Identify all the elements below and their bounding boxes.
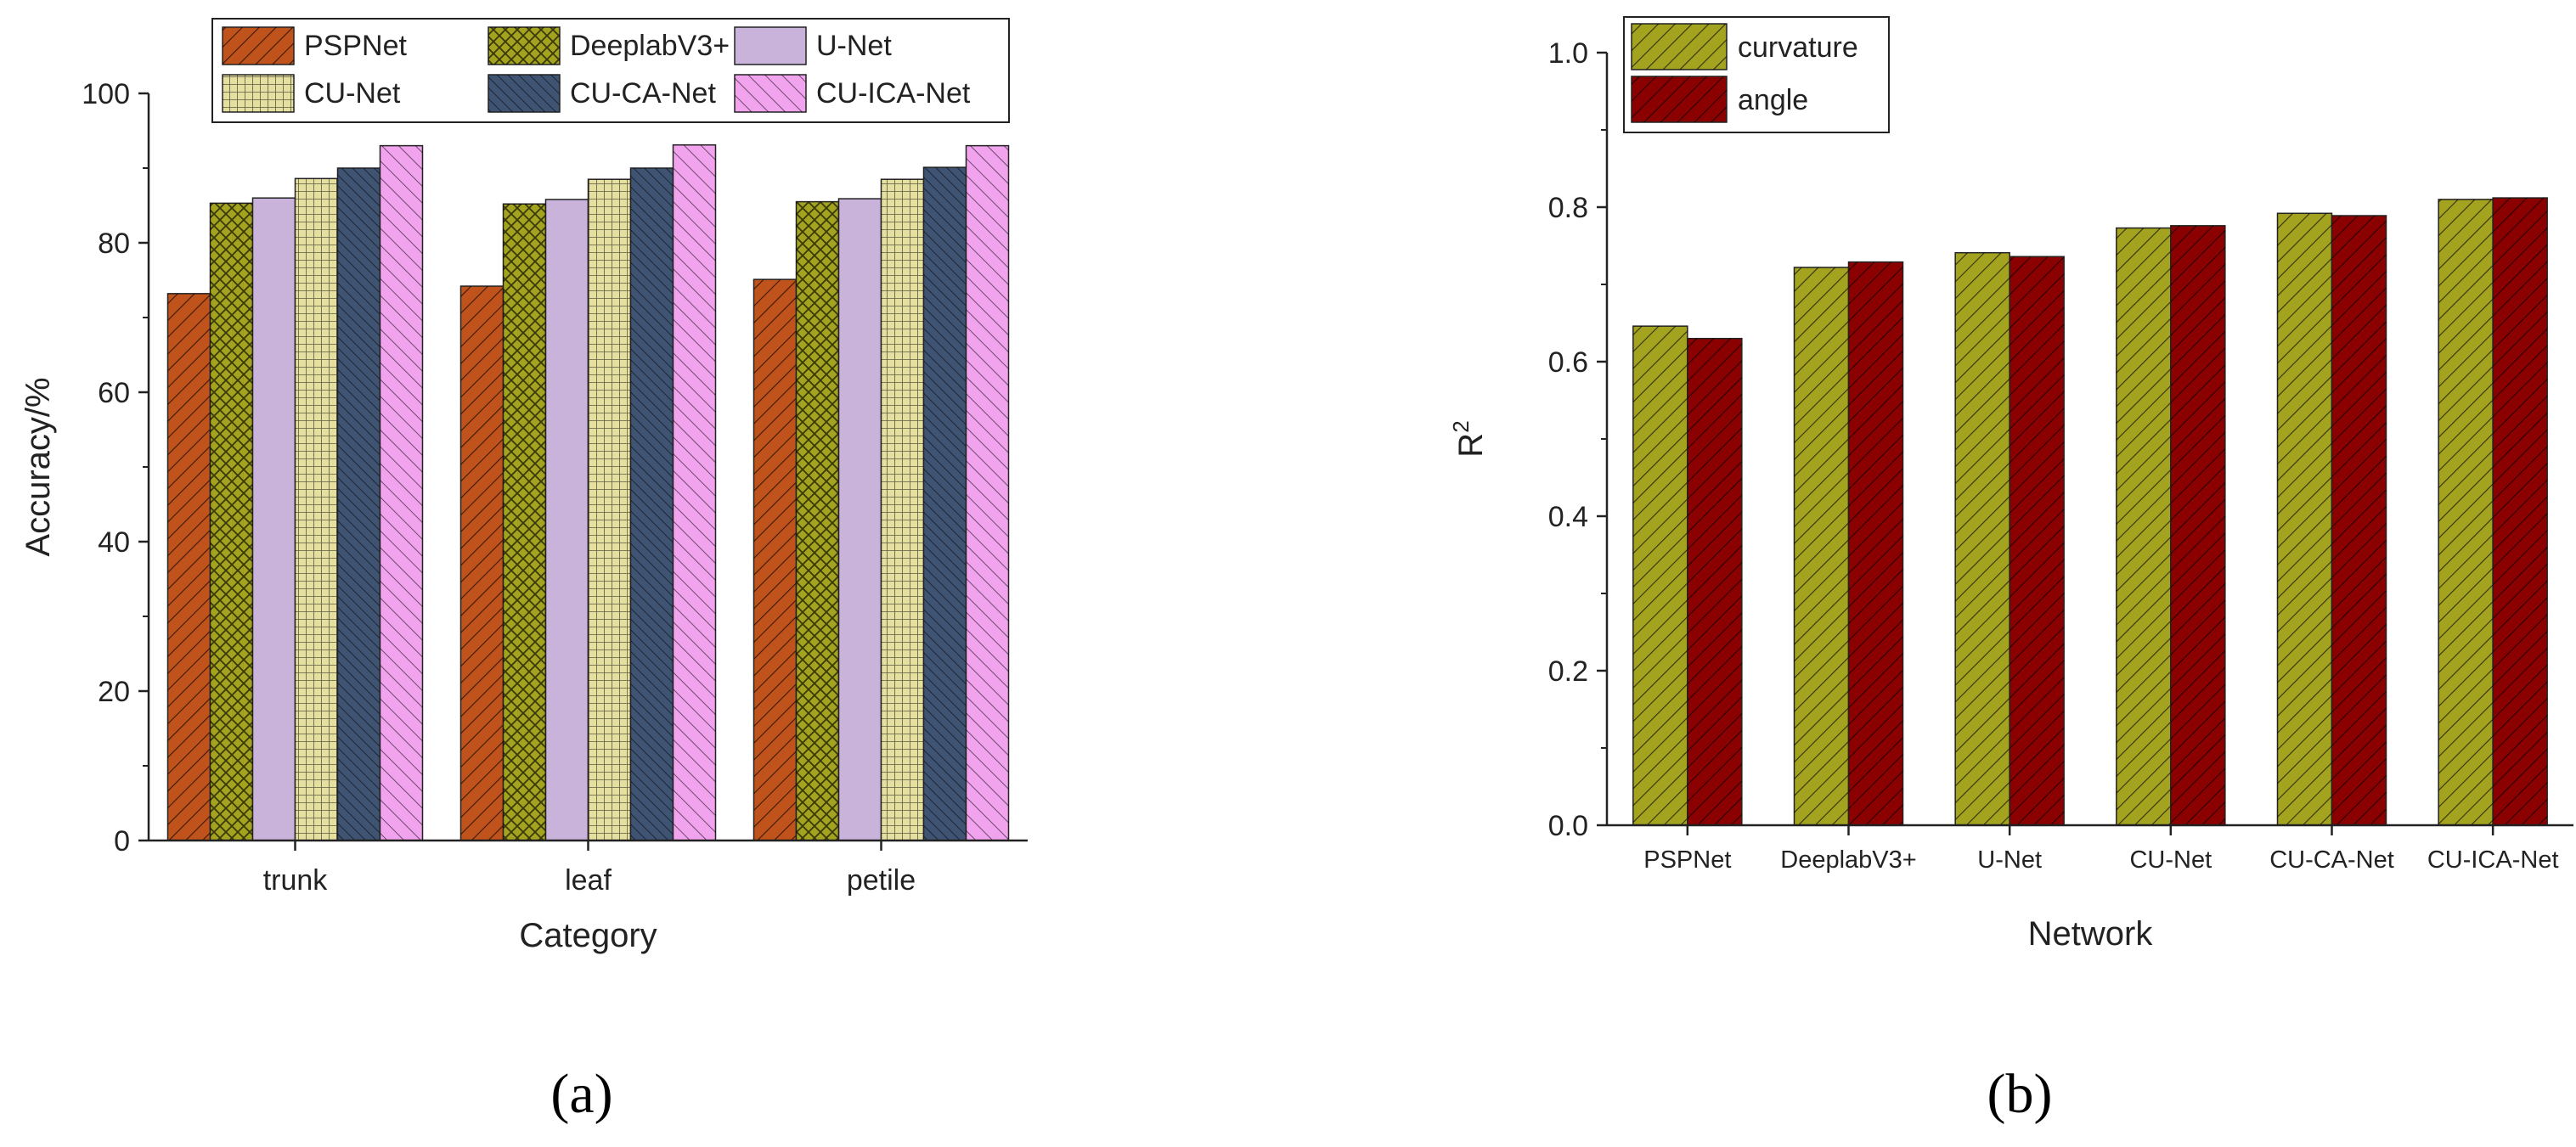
legend-label-angle: angle: [1738, 84, 1808, 116]
r2-chart: 0.0 0.2 0.4 0.6 0.8 1.0 PSPNet DeeplabV3+ U-Net C…: [1448, 16, 2573, 953]
y-axis-title-superscript: 2: [1448, 420, 1474, 432]
x-tick-label-deeplabv3: DeeplabV3+: [1780, 846, 1916, 874]
bar-cu-ca-net-petile-pattern: [923, 167, 967, 841]
legend-swatch-deeplabv3-pattern: [488, 27, 560, 65]
y-tick-label: 40: [98, 526, 130, 559]
bar-cu-net-leaf-pattern: [588, 179, 631, 841]
bar-cu-net-petile-pattern: [881, 179, 924, 841]
legend-swatch-cu-net-pattern: [223, 75, 294, 112]
legend-swatch-angle-pattern: [1632, 76, 1727, 122]
y-axis-title-base: R: [1452, 433, 1490, 458]
bar-pspnet-trunk-pattern: [167, 293, 211, 841]
bar-deeplabv3-trunk-pattern: [210, 203, 253, 841]
y-tick-label: 80: [98, 228, 130, 260]
panel-label-b: (b): [1987, 1063, 2053, 1125]
y-tick-label: 0.8: [1548, 192, 1588, 224]
y-tick-label: 0.6: [1548, 346, 1588, 379]
legend-swatch-cu-ica-net-pattern: [735, 75, 806, 112]
legend-swatch-u-net: [734, 26, 807, 65]
x-axis-title: Network: [2028, 915, 2154, 953]
bar-cu-ica-net-petile-pattern: [966, 145, 1009, 841]
bar-curvature-u-net-pattern: [1955, 252, 2010, 825]
x-tick-label-cu-net: CU-Net: [2129, 846, 2212, 874]
bar-cu-ica-net-trunk-pattern: [380, 145, 423, 841]
legend-label-deeplabv3: DeeplabV3+: [570, 30, 730, 62]
bar-angle-cu-net-pattern: [2170, 225, 2225, 826]
legend-label-curvature: curvature: [1738, 31, 1858, 64]
x-tick-label-cu-ca-net: CU-CA-Net: [2269, 846, 2394, 874]
y-tick-label: 0.4: [1548, 501, 1588, 533]
y-axis-title: R2: [1448, 420, 1490, 457]
legend-box: [211, 18, 1010, 123]
bar-curvature-pspnet-pattern: [1632, 326, 1688, 825]
bar-deeplabv3-leaf-pattern: [503, 204, 546, 841]
bar-curvature-deeplabv3-pattern: [1794, 267, 1849, 826]
x-tick-label-trunk: trunk: [263, 864, 329, 897]
x-tick-label-u-net: U-Net: [1977, 846, 2042, 874]
bar-u-net-petile: [837, 198, 882, 841]
bar-cu-ica-net-leaf-pattern: [673, 144, 716, 841]
bar-curvature-cu-ca-net-pattern: [2277, 213, 2332, 825]
y-tick-label: 0: [114, 825, 130, 857]
y-tick-label: 0.0: [1548, 810, 1588, 842]
y-tick-label: 100: [82, 78, 130, 110]
panel-label-a: (a): [550, 1063, 612, 1125]
accuracy-chart: 0 20 40 60 80 100 trunk leaf petile Category Accur…: [20, 18, 1028, 954]
bar-u-net-trunk: [251, 197, 296, 841]
bar-angle-cu-ica-net-pattern: [2493, 198, 2548, 825]
bar-angle-cu-ca-net-pattern: [2331, 216, 2387, 825]
y-tick-label: 20: [98, 676, 130, 708]
bar-angle-deeplabv3-pattern: [1848, 261, 1903, 825]
y-tick-label: 1.0: [1548, 37, 1588, 70]
legend-label-cu-ica-net: CU-ICA-Net: [816, 77, 971, 110]
x-tick-label-cu-ica-net: CU-ICA-Net: [2427, 846, 2559, 874]
legend-label-pspnet: PSPNet: [304, 30, 407, 62]
legend-label-cu-ca-net: CU-CA-Net: [570, 77, 716, 110]
x-tick-label-pspnet: PSPNet: [1643, 846, 1731, 874]
y-tick-label: 0.2: [1548, 655, 1588, 688]
bar-angle-pspnet-pattern: [1687, 338, 1742, 825]
legend-swatch-pspnet-pattern: [223, 27, 294, 65]
legend-swatch-curvature-pattern: [1632, 24, 1727, 70]
bar-curvature-cu-net-pattern: [2116, 228, 2171, 825]
bar-u-net-leaf: [544, 199, 589, 841]
bar-cu-ca-net-trunk-pattern: [337, 168, 380, 841]
x-tick-label-petile: petile: [847, 864, 916, 897]
bar-pspnet-petile-pattern: [753, 279, 797, 841]
legend-swatch-cu-ca-net-pattern: [488, 75, 560, 112]
bar-pspnet-leaf-pattern: [460, 286, 504, 841]
legend-label-cu-net: CU-Net: [304, 77, 401, 110]
x-axis-title: Category: [519, 917, 657, 954]
legend-label-u-net: U-Net: [816, 30, 892, 62]
bar-cu-ca-net-leaf-pattern: [630, 168, 674, 841]
bar-angle-u-net-pattern: [2010, 256, 2065, 825]
x-tick-label-leaf: leaf: [565, 864, 612, 897]
y-tick-label: 60: [98, 377, 130, 409]
bar-cu-net-trunk-pattern: [295, 178, 338, 841]
bar-deeplabv3-petile-pattern: [796, 201, 839, 841]
bar-curvature-cu-ica-net-pattern: [2438, 199, 2494, 825]
y-axis-title: Accuracy/%: [20, 377, 57, 556]
